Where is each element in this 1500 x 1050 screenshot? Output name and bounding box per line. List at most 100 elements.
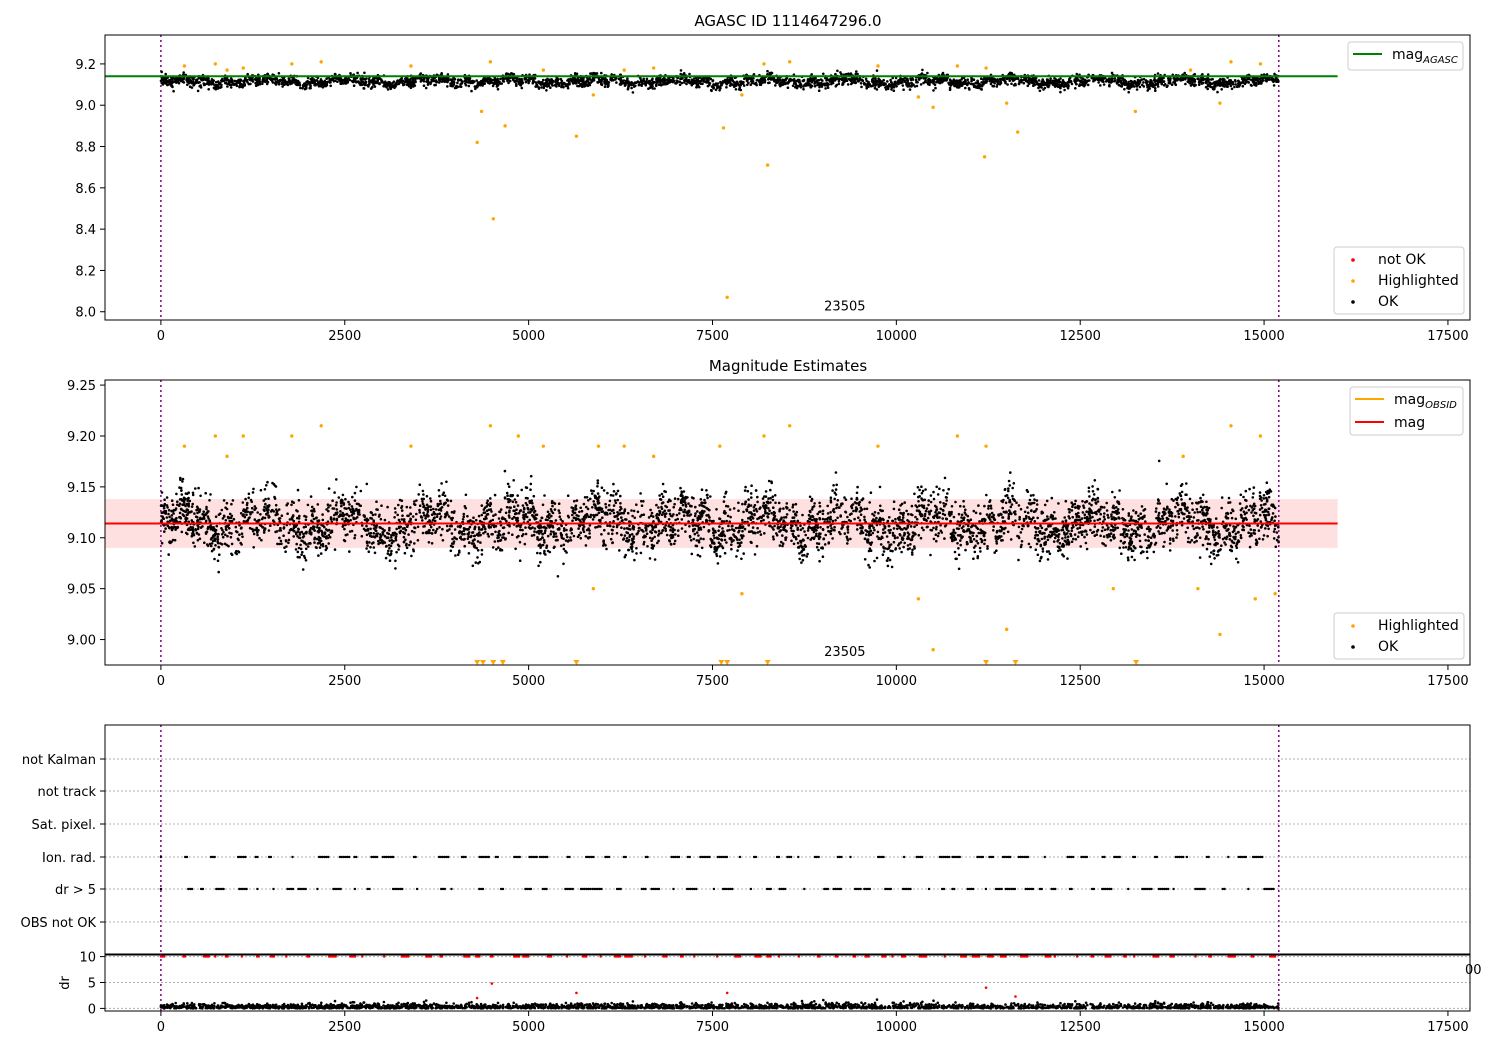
ok-point [409, 84, 412, 87]
ok-point [1140, 78, 1144, 81]
ok-point [507, 81, 510, 85]
ok-point [473, 538, 476, 541]
ok-point [1142, 81, 1145, 84]
ok-point [174, 528, 177, 531]
ok-point [723, 551, 727, 555]
ok-point [1171, 529, 1174, 532]
ok-point [371, 85, 374, 89]
ok-point [948, 83, 951, 86]
ok-point [843, 532, 847, 535]
ok-point [847, 72, 850, 75]
ok-point [966, 78, 969, 81]
ok-point [433, 516, 436, 519]
ok-point [367, 77, 371, 81]
ok-point [749, 492, 753, 495]
highlighted-point [955, 64, 960, 68]
ok-point [846, 83, 850, 86]
ok-point [217, 546, 221, 549]
ok-point [596, 479, 600, 482]
ok-point [1075, 78, 1079, 82]
ok-point [661, 77, 665, 81]
ok-point [998, 82, 1001, 85]
ok-point [480, 79, 483, 83]
ok-point [980, 84, 983, 88]
ok-point [543, 83, 547, 87]
ok-point [1019, 507, 1023, 511]
ok-point [1205, 505, 1209, 509]
x-tick-label: 17500 [1427, 329, 1468, 344]
ok-point [885, 535, 889, 538]
ok-point [1209, 562, 1213, 566]
ok-point [575, 499, 579, 502]
ok-point [1166, 84, 1169, 87]
ok-point [471, 542, 474, 545]
ok-point [954, 531, 957, 535]
ok-point [966, 83, 969, 87]
ok-point [661, 83, 664, 86]
ok-point [691, 81, 694, 84]
ok-point [410, 80, 414, 84]
ok-point [505, 505, 509, 509]
ok-point [220, 508, 224, 512]
ok-point [952, 81, 956, 85]
ok-point [1084, 80, 1087, 83]
ok-point [489, 80, 492, 83]
ok-point [686, 514, 689, 517]
ok-point [549, 86, 552, 89]
ok-point [498, 82, 502, 85]
ok-point [1201, 78, 1204, 81]
ok-point [1001, 506, 1004, 510]
ok-point [1201, 493, 1205, 497]
highlighted-point [931, 105, 935, 109]
ok-point [366, 544, 369, 547]
ok-point [208, 82, 212, 85]
ok-point [755, 544, 759, 548]
ok-point [600, 533, 603, 536]
ok-point [1026, 84, 1030, 88]
ok-point [711, 85, 714, 89]
ok-point [217, 570, 220, 574]
ok-point [468, 79, 471, 82]
highlighted-point [503, 124, 507, 128]
ok-point [1107, 80, 1111, 84]
ok-point [600, 71, 603, 75]
ok-point [165, 80, 168, 83]
ok-point [1262, 497, 1266, 500]
ok-point [363, 71, 366, 75]
ok-point [287, 77, 291, 80]
ok-point [520, 488, 523, 492]
ok-point [872, 81, 876, 84]
ok-point [669, 78, 672, 82]
ok-point [1144, 79, 1148, 82]
ok-point [1006, 83, 1009, 86]
ok-point [864, 77, 868, 81]
x-tick-label: 15000 [1243, 329, 1284, 344]
ok-point [1207, 84, 1211, 88]
ok-point [874, 84, 877, 87]
ok-point [1266, 534, 1269, 538]
ok-point [782, 516, 786, 519]
ok-point [1070, 540, 1074, 543]
ok-point [1201, 81, 1205, 85]
ok-point [463, 79, 467, 83]
ok-point [170, 82, 173, 85]
ok-point [426, 77, 429, 81]
ok-point [496, 87, 500, 91]
ok-point [762, 518, 765, 522]
highlighted-point [876, 64, 880, 68]
ok-point [1133, 80, 1136, 83]
ok-point [461, 80, 464, 83]
ok-point [891, 531, 895, 535]
ok-point [867, 563, 870, 567]
ok-point [524, 486, 528, 489]
ok-point [804, 84, 808, 87]
ok-point [197, 81, 200, 85]
ok-point [1179, 78, 1182, 82]
ok-point [1254, 84, 1258, 87]
ok-point [1002, 532, 1006, 535]
ok-point [494, 79, 498, 82]
ok-point [567, 78, 570, 81]
ok-point [1155, 507, 1158, 510]
ok-point [986, 77, 989, 80]
ok-point [628, 524, 631, 528]
